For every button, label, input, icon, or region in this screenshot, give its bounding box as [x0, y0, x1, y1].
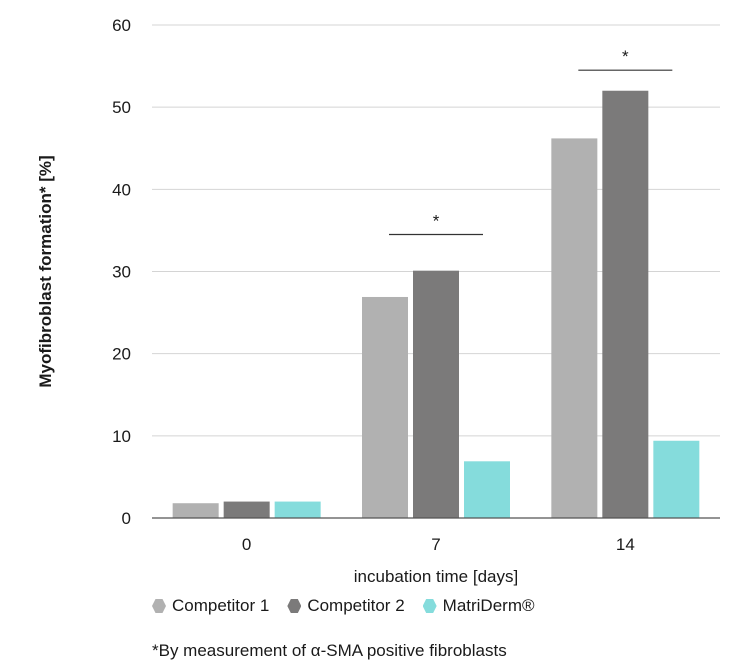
- significance-label: *: [433, 212, 440, 231]
- bar: [362, 296, 408, 518]
- legend-item-competitor-1: Competitor 1: [152, 596, 269, 616]
- x-tick-label: 14: [616, 535, 635, 554]
- legend-label: Competitor 1: [172, 596, 270, 615]
- legend-item-competitor-2: Competitor 2: [287, 596, 405, 616]
- y-tick-labels: 0 10 20 30 40 50 60: [112, 16, 131, 528]
- bars: [172, 90, 700, 518]
- y-tick-label: 0: [122, 509, 131, 528]
- legend-item-matriderm: MatriDerm®: [422, 596, 535, 616]
- y-tick-label: 50: [112, 98, 131, 117]
- significance-markers: **: [389, 47, 673, 236]
- bar: [274, 501, 321, 518]
- y-tick-label: 30: [112, 263, 131, 282]
- bar: [464, 461, 510, 518]
- bar: [653, 440, 700, 518]
- x-tick-labels: 0 7 14: [242, 535, 635, 554]
- legend-swatch-hexagon-icon: [152, 599, 166, 613]
- y-tick-label: 10: [112, 427, 131, 446]
- bar: [602, 90, 649, 518]
- bar: [172, 503, 219, 518]
- bar: [551, 138, 598, 518]
- legend: Competitor 1 Competitor 2 MatriDerm®: [152, 596, 535, 616]
- y-tick-label: 40: [112, 180, 131, 199]
- x-axis-label: incubation time [days]: [354, 567, 518, 586]
- bar: [223, 501, 270, 518]
- y-tick-label: 60: [112, 16, 131, 35]
- legend-label: MatriDerm®: [442, 596, 535, 615]
- bar: [413, 270, 459, 518]
- significance-label: *: [622, 47, 629, 66]
- x-tick-label: 0: [242, 535, 251, 554]
- footnote: *By measurement of α-SMA positive fibrob…: [152, 641, 507, 660]
- y-tick-label: 20: [112, 345, 131, 364]
- legend-label: Competitor 2: [307, 596, 405, 615]
- y-axis-label: Myofibroblast formation* [%]: [36, 155, 55, 387]
- x-tick-label: 7: [431, 535, 440, 554]
- legend-swatch-hexagon-icon: [422, 599, 437, 613]
- legend-swatch-hexagon-icon: [287, 599, 302, 613]
